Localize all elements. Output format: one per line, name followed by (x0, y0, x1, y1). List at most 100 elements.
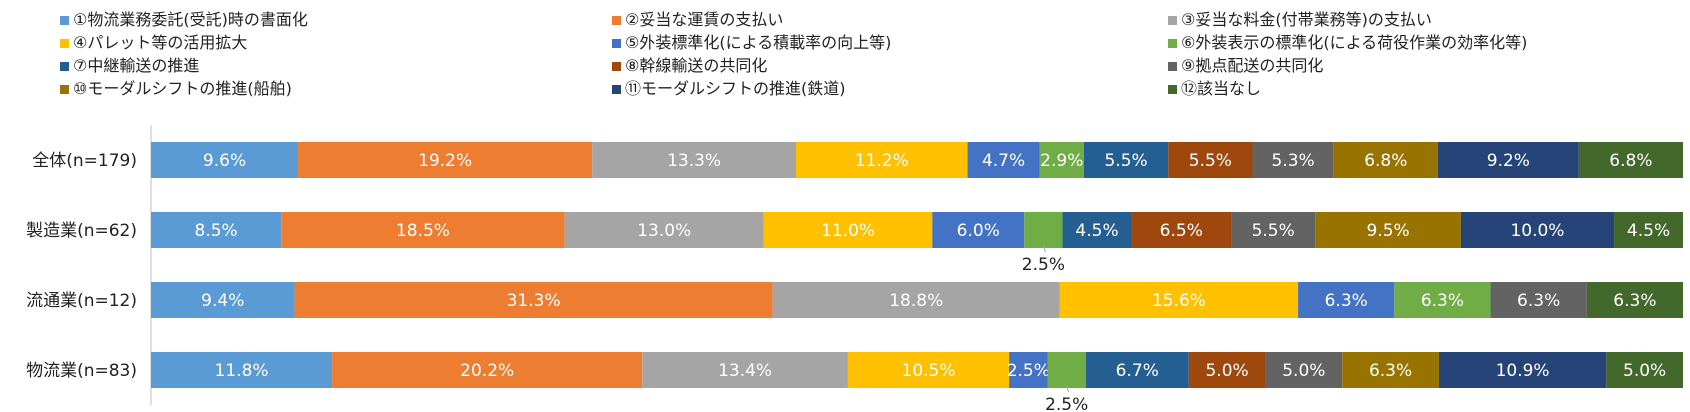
data-label: 6.3% (1517, 291, 1560, 311)
data-label: 6.5% (1160, 221, 1203, 241)
legend-label: ⑫該当なし (1181, 79, 1262, 98)
bar-segment (932, 212, 1025, 248)
data-label: 9.5% (1366, 221, 1409, 241)
bar-segment (1438, 352, 1607, 388)
bar-segment (1342, 352, 1439, 388)
legend-swatch (1168, 61, 1177, 71)
legend-swatch (60, 38, 69, 48)
data-label: 10.0% (1510, 221, 1564, 241)
data-label: 2.9% (1040, 151, 1083, 171)
bar-segment (1062, 212, 1132, 248)
legend-item: ②妥当な運賃の支払い (612, 8, 783, 32)
bar-segment (1586, 282, 1683, 318)
bar-segment (564, 212, 764, 248)
legend-label: ②妥当な運賃の支払い (625, 10, 784, 29)
data-label: 5.5% (1105, 151, 1148, 171)
legend-swatch (612, 15, 621, 25)
bar-segment (1047, 352, 1086, 388)
data-label: 4.7% (982, 151, 1025, 171)
legend-swatch (60, 15, 69, 25)
data-label: 8.5% (195, 221, 238, 241)
bar-segment (1315, 212, 1461, 248)
data-label: 9.2% (1487, 151, 1530, 171)
data-label: 13.0% (637, 221, 691, 241)
data-label: 13.3% (667, 151, 721, 171)
data-label: 13.4% (718, 361, 772, 381)
data-label: 10.9% (1496, 361, 1550, 381)
data-label: 6.0% (957, 221, 1000, 241)
legend-swatch (1168, 84, 1177, 94)
legend-label: ③妥当な料金(付帯業務等)の支払い (1181, 10, 1432, 29)
bar-segment (1460, 212, 1615, 248)
data-label: 6.3% (1325, 291, 1368, 311)
data-label: 6.3% (1421, 291, 1464, 311)
data-label: 6.3% (1369, 361, 1412, 381)
data-label: 6.8% (1609, 151, 1652, 171)
data-label: 2.5% (1007, 361, 1050, 381)
data-label: 5.5% (1252, 221, 1295, 241)
data-label: 19.2% (418, 151, 472, 171)
legend-swatch (612, 84, 621, 94)
legend-item: ⑨拠点配送の共同化 (1168, 54, 1323, 78)
legend-item: ⑤外装標準化(による積載率の向上等) (612, 31, 891, 55)
leader-line (1042, 245, 1046, 253)
bar-segment (151, 352, 333, 388)
data-label: 6.7% (1116, 361, 1159, 381)
category-label: 全体(n=179) (32, 151, 137, 171)
data-label: 18.5% (396, 221, 450, 241)
data-label: 31.3% (507, 291, 561, 311)
legend-label: ①物流業務委託(受託)時の書面化 (73, 10, 308, 29)
bar-segment (1614, 212, 1683, 248)
data-label: 15.6% (1152, 291, 1206, 311)
bar-segment (1265, 352, 1343, 388)
bar-segment (763, 212, 933, 248)
bar-segment (151, 142, 299, 178)
data-label: 11.2% (855, 151, 909, 171)
bar-segment (1437, 142, 1579, 178)
bar-segment (1024, 212, 1063, 248)
bar-segment (151, 212, 282, 248)
data-label: 5.0% (1623, 361, 1666, 381)
bar-segment (281, 212, 565, 248)
bar-segment (1252, 142, 1334, 178)
legend-label: ④パレット等の活用拡大 (73, 33, 248, 52)
data-label: 4.5% (1627, 221, 1670, 241)
data-label: 6.8% (1364, 151, 1407, 171)
legend-swatch (612, 38, 621, 48)
bar-segment (795, 142, 968, 178)
legend-item: ⑪モーダルシフトの推進(鉄道) (612, 77, 846, 101)
legend-item: ⑫該当なし (1168, 77, 1261, 101)
data-label: 5.0% (1282, 361, 1325, 381)
legend-item: ④パレット等の活用拡大 (60, 31, 247, 55)
legend-swatch (612, 61, 621, 71)
bar-segment (332, 352, 643, 388)
bar-segment (1490, 282, 1587, 318)
legend-swatch (1168, 38, 1177, 48)
legend-item: ③妥当な料金(付帯業務等)の支払い (1168, 8, 1432, 32)
bar-segment (1168, 142, 1253, 178)
data-label: 11.8% (215, 361, 269, 381)
data-label: 2.5% (1045, 395, 1088, 412)
legend-item: ⑦中継輸送の推進 (60, 54, 199, 78)
bar-segment (847, 352, 1010, 388)
legend-item: ⑥外装表示の標準化(による荷役作業の効率化等) (1168, 31, 1527, 55)
bar-segment (1083, 142, 1169, 178)
bar-segment (294, 282, 773, 318)
legend-item: ⑧幹線輸送の共同化 (612, 54, 767, 78)
legend-item: ⑩モーダルシフトの推進(船舶) (60, 77, 292, 101)
bar-segment (1606, 352, 1683, 388)
bar-segment (1131, 212, 1232, 248)
data-label: 11.0% (821, 221, 875, 241)
category-label: 物流業(n=83) (26, 361, 137, 381)
legend-label: ⑥外装表示の標準化(による荷役作業の効率化等) (1181, 33, 1528, 52)
legend-swatch (60, 84, 69, 94)
bar-segment (1009, 352, 1048, 388)
legend: ①物流業務委託(受託)時の書面化 ②妥当な運賃の支払い ③妥当な料金(付帯業務等)の… (60, 8, 1680, 108)
leader-line (1066, 385, 1070, 393)
legend-swatch (60, 61, 69, 71)
bar-segment (1333, 142, 1438, 178)
legend-swatch (1168, 15, 1177, 25)
bar-segment (1578, 142, 1683, 178)
bar-segment (1298, 282, 1395, 318)
